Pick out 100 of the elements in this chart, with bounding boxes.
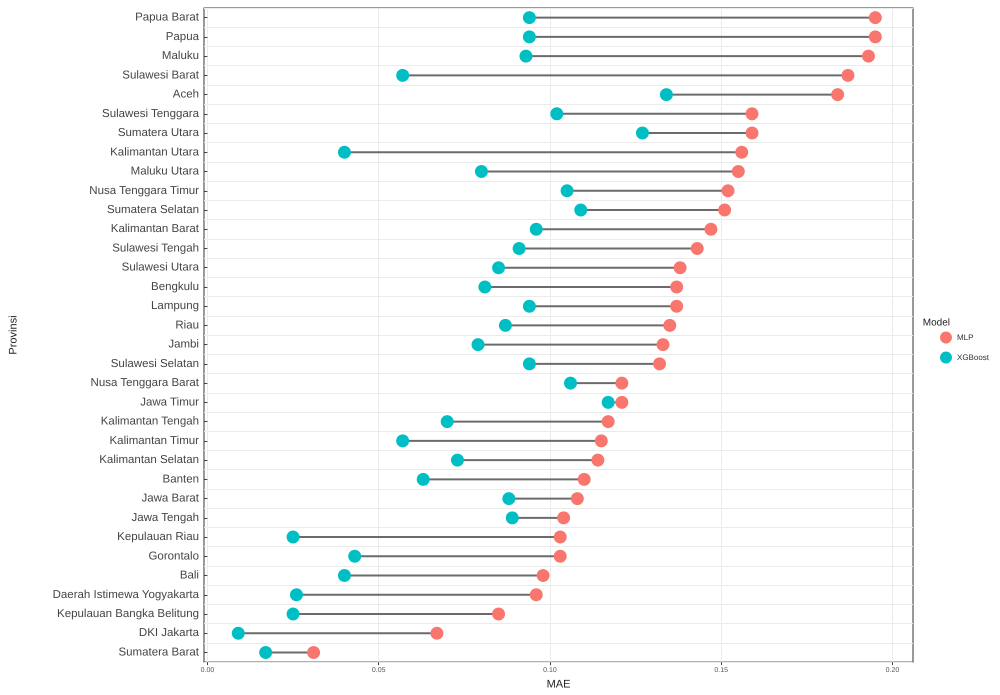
- point: [602, 415, 615, 428]
- point: [660, 88, 673, 102]
- y-tick-label: Bengkulu: [151, 280, 199, 293]
- point: [492, 261, 506, 274]
- y-tick-label: Kalimantan Timur: [110, 434, 200, 447]
- point: [615, 376, 628, 390]
- point: [670, 300, 684, 313]
- point: [554, 530, 567, 544]
- y-tick-label: Gorontalo: [148, 550, 199, 562]
- point: [259, 646, 272, 659]
- point: [653, 357, 666, 370]
- y-tick-label: Kalimantan Selatan: [99, 454, 199, 466]
- y-tick-label: Sulawesi Tengah: [112, 242, 199, 254]
- point: [841, 68, 854, 82]
- point: [560, 184, 574, 198]
- y-tick-label: Sulawesi Barat: [122, 69, 200, 82]
- y-tick-label: Jambi: [168, 338, 199, 351]
- legend-label: MLP: [956, 333, 974, 342]
- point: [290, 588, 303, 602]
- y-tick-label: Bali: [180, 570, 199, 582]
- point: [307, 646, 320, 659]
- point: [416, 472, 430, 486]
- point: [512, 242, 526, 255]
- point: [396, 68, 410, 82]
- point: [636, 126, 649, 140]
- point: [570, 492, 584, 506]
- point: [670, 280, 684, 294]
- point: [498, 318, 512, 332]
- y-tick-label: Jawa Tengah: [131, 512, 199, 524]
- point: [718, 204, 732, 216]
- point: [348, 550, 362, 563]
- y-tick-label: Kepulauan Riau: [117, 531, 199, 544]
- point: [554, 550, 567, 563]
- point: [522, 300, 536, 313]
- point: [722, 184, 735, 198]
- y-tick-label: Lampung: [151, 300, 199, 312]
- point: [704, 222, 718, 236]
- point: [656, 338, 670, 352]
- y-tick-label: Riau: [175, 319, 199, 332]
- point: [615, 396, 628, 409]
- y-tick-label: Sulawesi Utara: [122, 262, 200, 274]
- point: [440, 415, 454, 428]
- point: [735, 146, 748, 159]
- legend-title: Model: [922, 318, 950, 328]
- y-tick-label: Jawa Barat: [141, 492, 200, 505]
- y-tick-label: Papua Barat: [135, 12, 200, 24]
- point: [862, 50, 875, 63]
- y-tick-label: Maluku: [162, 50, 199, 62]
- y-tick-label: Kalimantan Barat: [110, 223, 200, 236]
- point: [594, 434, 608, 448]
- legend-label: XGBoost: [956, 353, 990, 362]
- point: [396, 434, 410, 448]
- y-tick-label: Aceh: [172, 88, 199, 101]
- y-tick-label: Banten: [162, 473, 199, 486]
- point: [492, 608, 506, 620]
- y-tick-label: Daerah Istimewa Yogyakarta: [52, 588, 200, 601]
- y-tick-label: Kalimantan Tengah: [100, 416, 199, 428]
- point: [338, 146, 351, 159]
- point: [831, 88, 844, 102]
- point: [474, 165, 488, 178]
- point: [732, 165, 745, 178]
- x-axis-title: MAE: [546, 678, 570, 690]
- y-axis-title: Provinsi: [8, 315, 20, 355]
- point: [564, 376, 577, 390]
- point: [868, 11, 882, 24]
- y-tick-label: Nusa Tenggara Timur: [89, 184, 200, 197]
- point: [591, 454, 604, 467]
- y-tick-label: Kepulauan Bangka Belitung: [57, 608, 199, 620]
- point: [536, 569, 550, 582]
- point: [602, 396, 615, 409]
- point: [522, 30, 536, 44]
- point: [690, 242, 704, 255]
- point: [574, 204, 588, 216]
- y-tick-label: Sulawesi Selatan: [110, 358, 199, 370]
- y-tick-label: Sulawesi Tenggara: [102, 108, 200, 120]
- point: [746, 107, 759, 120]
- point: [502, 492, 516, 506]
- point: [530, 588, 543, 602]
- y-tick-label: Maluku Utara: [130, 166, 200, 178]
- y-tick-label: Nusa Tenggara Barat: [90, 377, 200, 390]
- point: [578, 472, 591, 486]
- point: [519, 50, 532, 63]
- point: [522, 357, 536, 370]
- y-tick-label: DKI Jakarta: [138, 627, 200, 640]
- point: [286, 608, 300, 620]
- point: [868, 30, 882, 44]
- y-tick-label: Papua: [166, 30, 200, 43]
- point: [430, 626, 444, 640]
- point: [338, 569, 351, 582]
- y-tick-label: Sumatera Selatan: [106, 204, 199, 216]
- point: [663, 318, 676, 332]
- point: [472, 338, 485, 352]
- y-tick-label: Kalimantan Utara: [110, 146, 200, 158]
- y-tick-label: Sumatera Barat: [118, 646, 200, 658]
- point: [530, 222, 543, 236]
- point: [674, 261, 687, 274]
- point: [450, 454, 464, 467]
- point: [232, 626, 245, 640]
- point: [286, 530, 300, 544]
- point: [506, 511, 519, 524]
